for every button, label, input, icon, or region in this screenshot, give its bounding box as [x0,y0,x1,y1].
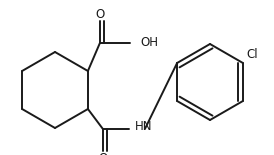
Text: OH: OH [140,36,158,49]
Text: Cl: Cl [246,49,258,62]
Text: HN: HN [135,120,152,133]
Text: O: O [95,9,105,22]
Text: O: O [98,151,107,155]
